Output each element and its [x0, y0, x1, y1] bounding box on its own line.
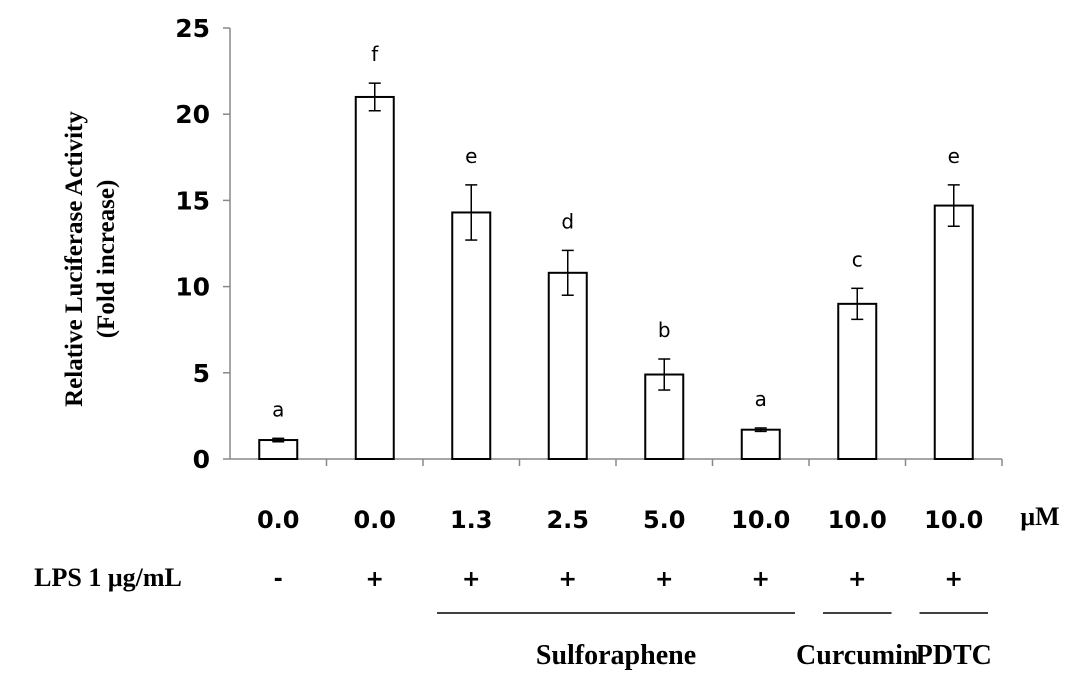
bar	[740, 428, 781, 460]
significance-letter: a	[272, 397, 284, 421]
lps-sign: +	[462, 567, 480, 592]
lps-sign: +	[752, 567, 770, 592]
y-tick-label: 0	[193, 445, 210, 474]
group-label: PDTC	[916, 640, 992, 671]
lps-sign: +	[655, 567, 673, 592]
x-category-label: 10.0	[828, 506, 887, 534]
significance-letter: a	[755, 387, 767, 411]
lps-label: LPS 1 μg/mL	[34, 563, 182, 592]
x-category-label: 5.0	[643, 506, 686, 534]
significance-letter: f	[371, 42, 379, 66]
significance-letter: e	[948, 144, 960, 168]
lps-sign: -	[274, 567, 283, 592]
lps-sign: +	[559, 567, 577, 592]
bar	[451, 211, 492, 460]
group-label: Sulforaphene	[536, 640, 696, 671]
bar	[547, 271, 588, 461]
lps-sign: +	[848, 567, 866, 592]
y-tick-label: 15	[175, 186, 210, 215]
significance-letter: b	[658, 318, 671, 342]
x-category-label: 10.0	[731, 506, 790, 534]
y-axis-label-line2: (Fold increase)	[93, 180, 120, 339]
significance-letter: d	[561, 209, 574, 233]
group-label: Curcumin	[796, 640, 919, 671]
y-axis-label-line1: Relative Luciferase Activity	[61, 111, 88, 407]
x-category-label: 0.0	[257, 506, 300, 534]
y-axis-label: Relative Luciferase Activity (Fold incre…	[61, 111, 120, 407]
bar	[933, 204, 974, 460]
lps-sign: +	[366, 567, 384, 592]
x-category-label: 1.3	[450, 506, 493, 534]
y-tick-label: 5	[193, 359, 210, 388]
y-tick-label: 25	[175, 14, 210, 43]
bar	[258, 439, 299, 461]
y-tick-label: 10	[175, 273, 210, 302]
bar	[354, 95, 395, 461]
significance-letter: c	[852, 247, 863, 271]
bar	[837, 302, 878, 460]
y-tick-label: 20	[175, 100, 210, 129]
unit-label: μM	[1020, 502, 1059, 531]
significance-letter: e	[465, 144, 477, 168]
x-category-label: 0.0	[353, 506, 396, 534]
x-category-label: 10.0	[924, 506, 983, 534]
x-category-label: 2.5	[546, 506, 589, 534]
lps-sign: +	[945, 567, 963, 592]
